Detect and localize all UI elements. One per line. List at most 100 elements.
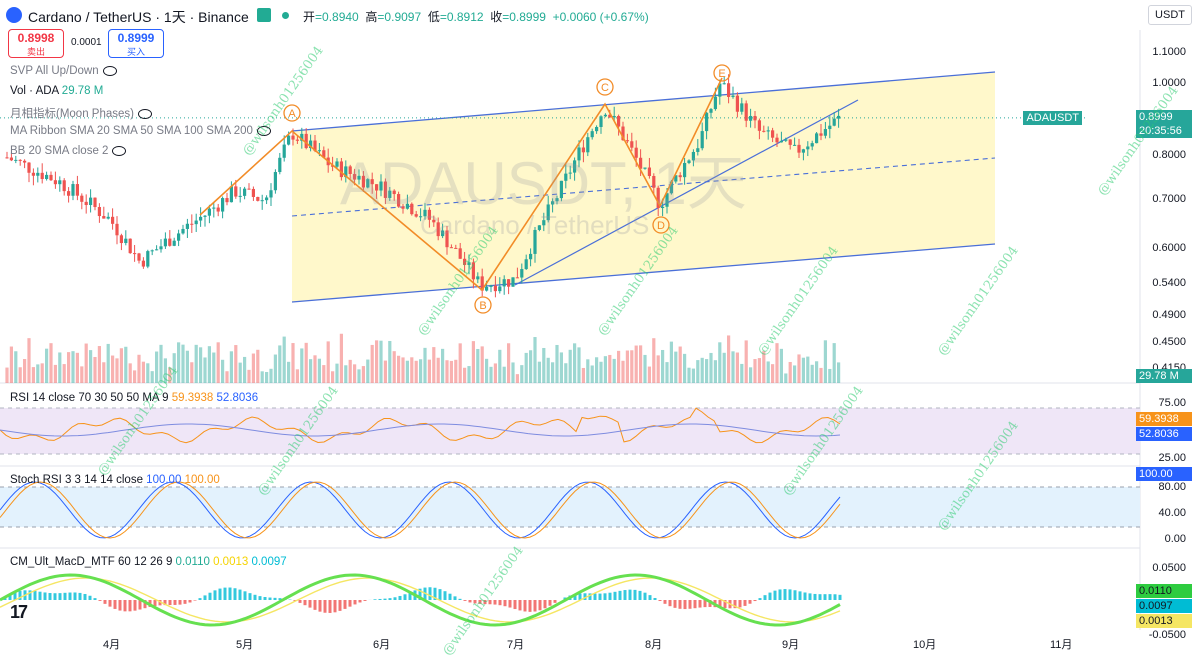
- macd-histogram-bar: [549, 600, 552, 606]
- volume-bar: [19, 367, 22, 383]
- hide-eye-icon[interactable]: [112, 146, 126, 156]
- candle-body: [225, 198, 228, 202]
- macd-histogram-bar: [504, 600, 507, 606]
- bb-indicator[interactable]: BB 20 SMA close 2: [10, 145, 126, 157]
- candle-body: [604, 115, 607, 117]
- macd-histogram-bar: [829, 594, 832, 600]
- macd-histogram-bar: [754, 600, 757, 601]
- volume-bar: [454, 360, 457, 383]
- volume-bar: [278, 345, 281, 383]
- volume-bar: [745, 340, 748, 383]
- macd-histogram-bar: [814, 594, 817, 600]
- volume-bar: [459, 343, 462, 383]
- macd-histogram-bar: [379, 599, 382, 600]
- volume-bar: [467, 366, 470, 383]
- symbol-title[interactable]: Cardano / TetherUS · 1天 · Binance: [28, 7, 249, 27]
- svp-indicator[interactable]: SVP All Up/Down: [10, 65, 117, 77]
- volume-bar: [186, 351, 189, 383]
- currency-button[interactable]: USDT: [1148, 5, 1192, 25]
- macd-histogram-bar: [134, 600, 137, 611]
- volume-bar: [98, 346, 101, 383]
- volume-bar: [406, 361, 409, 383]
- rsi-indicator[interactable]: RSI 14 close 70 30 50 50 MA 9 59.3938 52…: [10, 392, 258, 404]
- candle-body: [837, 116, 840, 119]
- candle-body: [498, 286, 501, 291]
- macd-histogram-bar: [239, 590, 242, 600]
- volume-bar: [731, 351, 734, 383]
- volume-bar: [538, 362, 541, 383]
- volume-bar: [595, 357, 598, 383]
- macd-histogram-bar: [544, 600, 547, 608]
- volume-bar: [291, 343, 294, 383]
- volume-bar: [815, 361, 818, 383]
- candle-body: [296, 140, 299, 141]
- macd-histogram-bar: [199, 598, 202, 600]
- volume-indicator[interactable]: Vol · ADA 29.78 M: [10, 85, 103, 97]
- candle-body: [32, 173, 35, 176]
- rsi-value-tag: 59.3938: [1136, 412, 1192, 426]
- volume-bar: [221, 360, 224, 383]
- macd-histogram-bar: [659, 600, 662, 601]
- macd-histogram-bar: [499, 600, 502, 605]
- ma-ribbon-indicator[interactable]: MA Ribbon SMA 20 SMA 50 SMA 100 SMA 200: [10, 125, 271, 137]
- candle-body: [749, 116, 752, 121]
- stoch-tick: 80.00: [1158, 481, 1186, 493]
- hide-eye-icon[interactable]: [138, 109, 152, 119]
- volume-bar: [718, 342, 721, 383]
- volume-bar: [256, 350, 259, 383]
- candle-body: [745, 103, 748, 120]
- macd-histogram-bar: [244, 591, 247, 600]
- volume-bar: [819, 368, 822, 383]
- macd-histogram-bar: [554, 600, 557, 603]
- macd-indicator[interactable]: CM_Ult_MacD_MTF 60 12 26 9 0.0110 0.0013…: [10, 556, 287, 568]
- volume-bar: [10, 347, 13, 383]
- volume-bar: [709, 353, 712, 383]
- candle-body: [208, 209, 211, 216]
- volume-bar: [476, 349, 479, 383]
- macd-histogram-bar: [154, 600, 157, 606]
- candle-body: [256, 197, 259, 201]
- tradingview-logo[interactable]: 17: [10, 602, 26, 623]
- candle-body: [824, 129, 827, 136]
- macd-histogram-bar: [309, 600, 312, 608]
- volume-bar: [401, 357, 404, 383]
- candle-body: [54, 180, 57, 184]
- volume-bar: [529, 350, 532, 383]
- macd-histogram-bar: [759, 598, 762, 600]
- hide-eye-icon[interactable]: [103, 66, 117, 76]
- volume-bar: [5, 368, 8, 383]
- macd-histogram-bar: [89, 596, 92, 600]
- stoch-rsi-indicator[interactable]: Stoch RSI 3 3 14 14 close 100.00 100.00: [10, 474, 220, 486]
- candle-body: [740, 103, 743, 111]
- symbol-watermark: ADAUSDT, 1天: [340, 135, 747, 222]
- candle-body: [76, 184, 79, 196]
- macd-v1-tag: 0.0110: [1136, 584, 1192, 598]
- candle-body: [49, 175, 52, 180]
- macd-histogram-bar: [644, 593, 647, 600]
- candle-body: [243, 189, 246, 196]
- rsi-ma-tag: 52.8036: [1136, 427, 1192, 441]
- macd-histogram-bar: [79, 593, 82, 600]
- macd-histogram-bar: [354, 600, 357, 604]
- macd-histogram-bar: [64, 593, 67, 600]
- macd-histogram-bar: [174, 600, 177, 605]
- candle-body: [489, 286, 492, 287]
- macd-histogram-bar: [784, 589, 787, 600]
- flag-icon[interactable]: [257, 8, 271, 22]
- volume-bar: [463, 368, 466, 383]
- candle-body: [595, 127, 598, 131]
- volume-bar: [723, 353, 726, 383]
- macd-histogram-bar: [329, 600, 332, 613]
- volume-bar: [591, 365, 594, 383]
- macd-histogram-bar: [654, 598, 657, 600]
- candle-body: [120, 235, 123, 243]
- candle-body: [283, 145, 286, 158]
- candle-body: [819, 133, 822, 135]
- volume-bar: [511, 362, 514, 383]
- volume-bar: [802, 358, 805, 383]
- name-watermark: Cardano / TetherUS: [420, 210, 649, 241]
- moon-phase-indicator[interactable]: 月相指标(Moon Phases): [10, 105, 152, 121]
- volume-bar: [599, 362, 602, 383]
